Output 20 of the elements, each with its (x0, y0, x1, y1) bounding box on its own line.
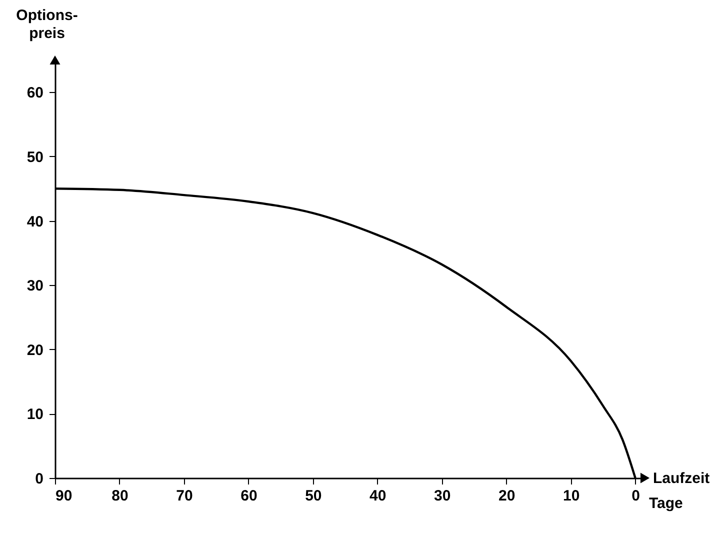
y-tick-label: 20 (26, 342, 44, 359)
y-tick-label: 50 (26, 148, 44, 166)
x-tick-label: 60 (240, 488, 258, 504)
x-tick-label: 50 (305, 488, 322, 504)
x-tick-label: 80 (112, 488, 128, 504)
y-tick-label: 40 (26, 213, 44, 230)
text: Tage (649, 495, 683, 512)
y-tick-label: 30 (26, 278, 44, 295)
x-tick-label: 10 (563, 488, 580, 504)
x-tick-label: 90 (56, 488, 72, 504)
x-tick-label: 0 (632, 488, 640, 504)
y-axis-title: Options- preis (16, 7, 78, 42)
y-tick-label: 0 (35, 470, 44, 488)
x-tick-label: 30 (434, 488, 451, 504)
x-tick-label: 40 (370, 488, 386, 504)
y-tick-label: 10 (26, 406, 44, 424)
x-axis-title: Laufzeit (653, 470, 710, 487)
x-tick-label: 20 (498, 488, 516, 504)
x-tick-label: 70 (176, 488, 193, 504)
y-tick-label: 60 (26, 84, 44, 102)
